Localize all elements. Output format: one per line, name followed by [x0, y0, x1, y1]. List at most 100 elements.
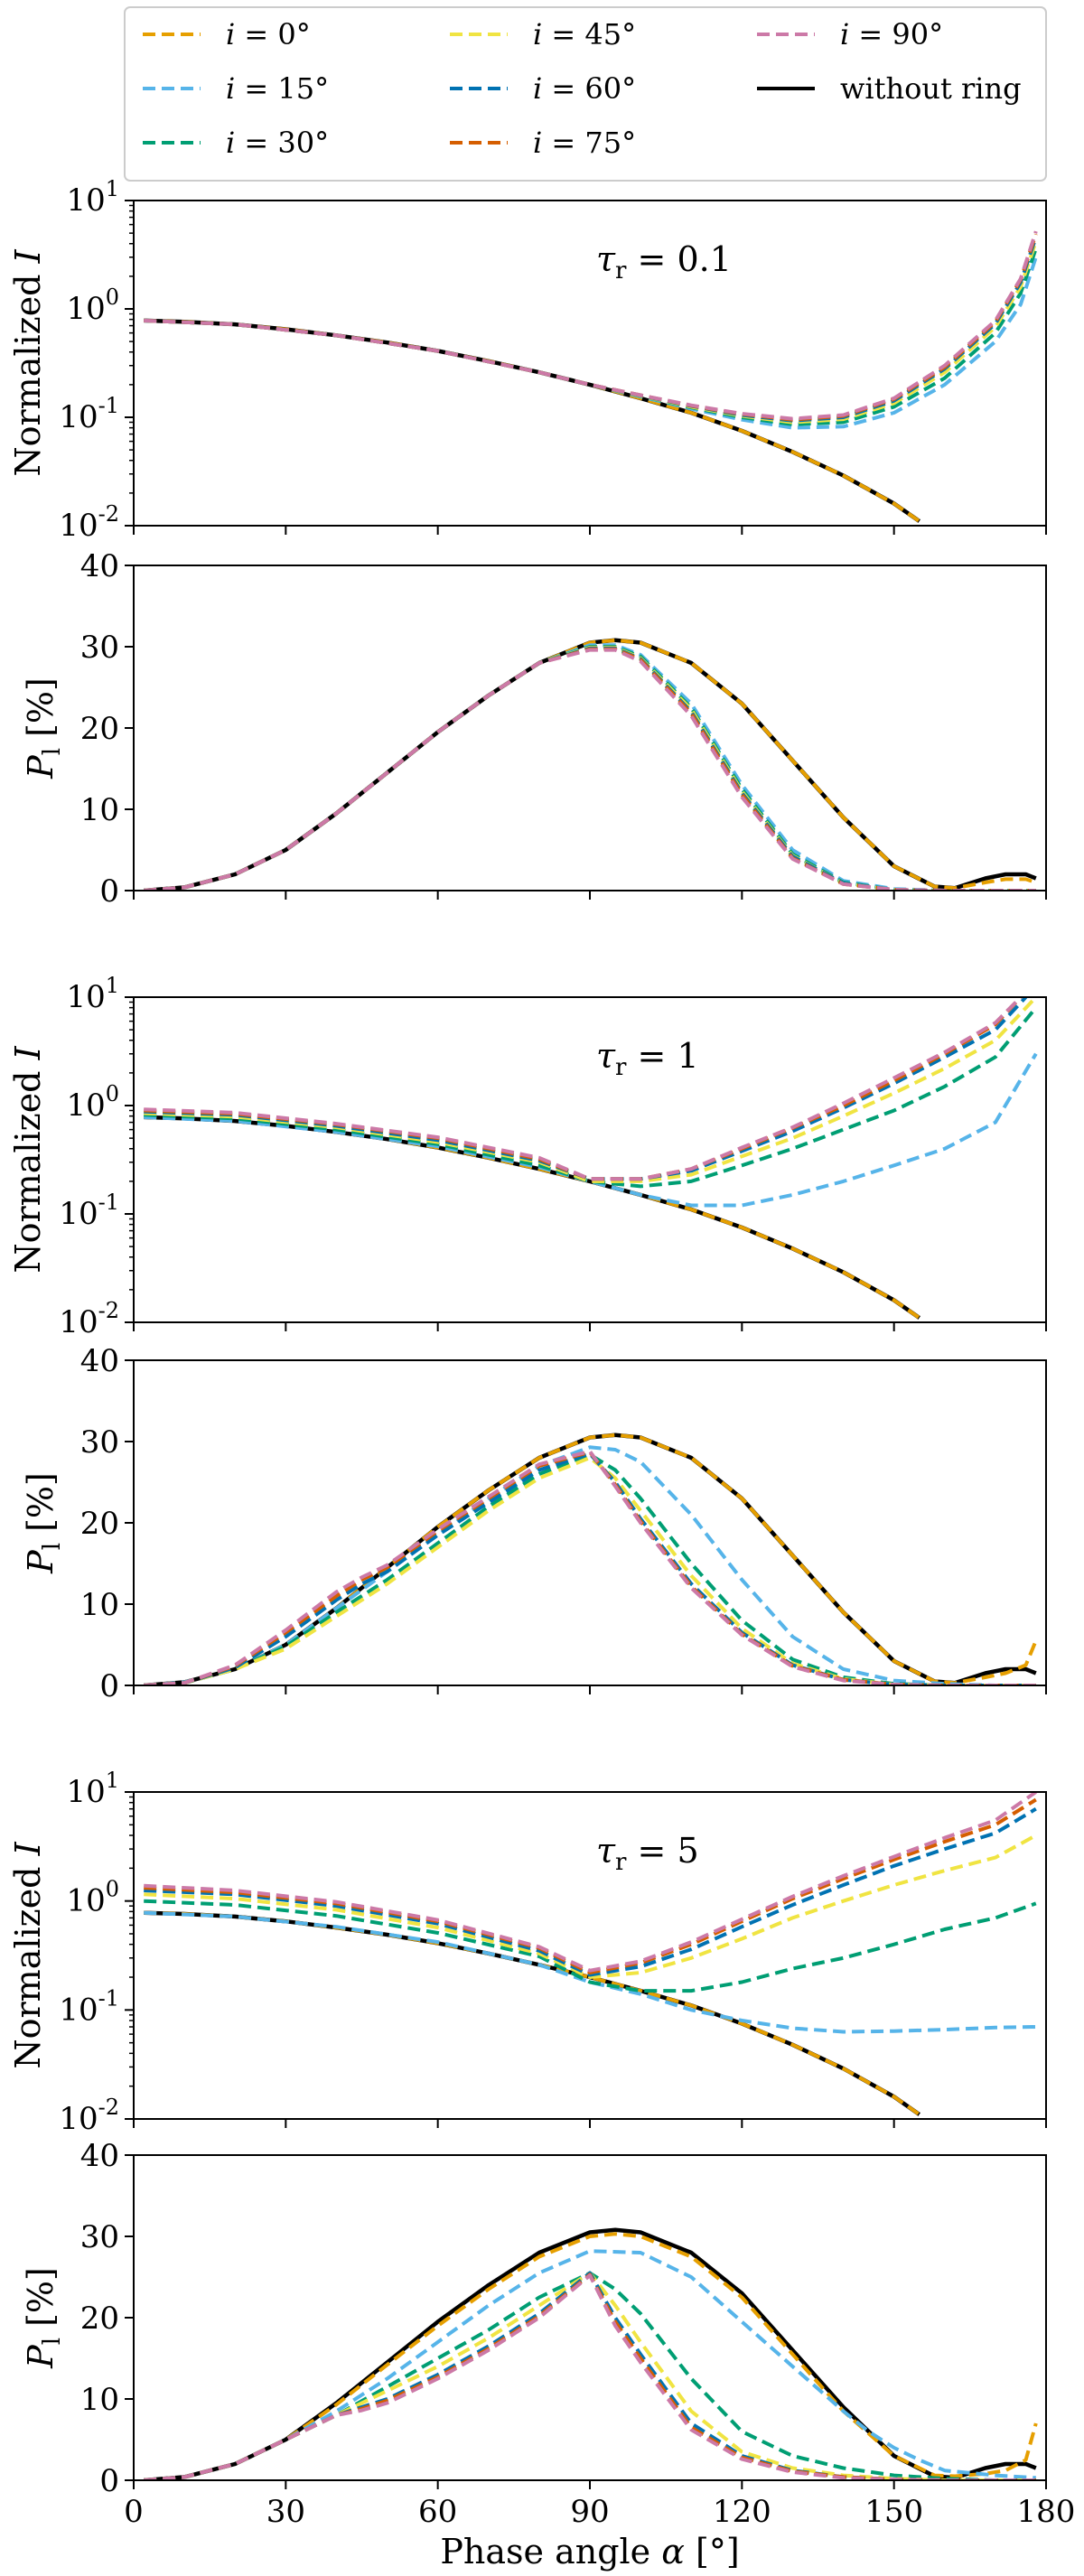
tau-symbol: τ [596, 239, 616, 279]
plot-frame [133, 2154, 1047, 2481]
legend-label-0: i = 0° [226, 17, 311, 51]
y-tick-label: 0 [99, 2463, 119, 2499]
legend-var: i [533, 126, 542, 160]
legend-label-6: i = 90° [840, 17, 943, 51]
series-line [144, 1115, 920, 1320]
y-tick-label: 10-1 [59, 393, 119, 435]
y-tick-label: 10 [80, 2382, 119, 2418]
series-line [144, 997, 1028, 1181]
x-tick-label: 90 [570, 2494, 609, 2530]
y-tick-label: 10-1 [59, 1985, 119, 2028]
y-axis-label: Pl [%] [21, 1472, 66, 1574]
series-line [144, 2232, 1038, 2480]
tau-value: = 0.1 [626, 239, 731, 279]
plot-frame [133, 1359, 1047, 1686]
series-line [144, 2273, 1036, 2480]
series-line [144, 1052, 1038, 1208]
x-tick-label: 120 [713, 2494, 771, 2530]
y-tick-label: 100 [66, 1877, 119, 1919]
plot-frame [133, 200, 1047, 527]
panel-series [144, 2227, 1038, 2480]
y-tick-exponent: -2 [98, 1298, 119, 1323]
tau-subscript: r [615, 257, 627, 285]
y-tick-base: 10 [66, 1087, 105, 1124]
y-axis-label-var: P [21, 754, 61, 779]
series-line [144, 247, 1038, 426]
panel-2: 0 10 20 30 40 Pl [%] [21, 548, 1047, 910]
y-tick-label: 10 [80, 1587, 119, 1623]
y-tick-label: 20 [80, 2301, 119, 2337]
y-tick-base: 10 [59, 1304, 98, 1340]
legend-var: i [226, 71, 235, 106]
y-tick-label: 100 [66, 285, 119, 327]
y-axis-label-unit: [%] [21, 2267, 61, 2338]
panel-series [144, 1433, 1038, 1685]
y-tick-label: 0 [99, 1668, 119, 1704]
series-line [144, 1115, 920, 1320]
y-axis-label: Normalized I [8, 248, 48, 476]
legend-label-1: i = 15° [226, 71, 329, 106]
y-tick-base: 10 [66, 1883, 105, 1919]
y-tick-label: 10-2 [59, 2095, 119, 2137]
x-tick-label: 0 [124, 2494, 144, 2530]
y-tick-exponent: 1 [106, 973, 119, 998]
y-tick-label: 0 [99, 873, 119, 910]
tau-value: = 1 [626, 1036, 698, 1076]
y-tick-label: 30 [80, 630, 119, 666]
y-tick-exponent: 0 [106, 285, 119, 310]
y-axis-label-text: Normalized [8, 263, 48, 476]
series-line [144, 997, 1023, 1181]
series-line [144, 997, 1023, 1181]
x-tick-label: 60 [418, 2494, 457, 2530]
y-axis-label-var: I [8, 248, 48, 264]
y-tick-label: 101 [66, 973, 119, 1015]
legend-label-4: i = 60° [533, 71, 636, 106]
y-axis-label-text: Normalized [8, 1059, 48, 1273]
tau-symbol: τ [596, 1831, 616, 1871]
y-axis-label-sub: l [39, 1543, 66, 1550]
x-tick-label: 180 [1017, 2494, 1076, 2530]
tau-value: = 5 [626, 1831, 698, 1871]
series-line [144, 2249, 1036, 2480]
y-tick-exponent: 0 [106, 1877, 119, 1902]
legend-var: i [840, 17, 849, 51]
y-tick-base: 10 [59, 399, 98, 435]
x-axis-label-var: α [661, 2532, 685, 2571]
y-tick-base: 10 [66, 291, 105, 327]
y-tick-label: 10-2 [59, 501, 119, 544]
tau-subscript: r [615, 1849, 627, 1876]
legend-text: = 75° [542, 126, 636, 160]
y-axis-label-unit: [%] [21, 1472, 61, 1543]
x-axis-label-text: Phase angle [440, 2532, 661, 2571]
series-line [144, 1449, 1036, 1685]
y-tick-label: 20 [80, 711, 119, 747]
y-tick-label: 100 [66, 1081, 119, 1124]
series-line [144, 1456, 1036, 1685]
tau-symbol: τ [596, 1036, 616, 1076]
series-line [144, 2273, 1036, 2480]
y-tick-base: 10 [66, 979, 105, 1015]
y-tick-label: 40 [80, 2138, 119, 2174]
tau-annotation: τr = 5 [596, 1831, 699, 1876]
series-line [144, 1806, 1037, 1977]
series-line [144, 2271, 1036, 2480]
y-axis-label: Pl [%] [21, 677, 66, 779]
legend-text: = 0° [235, 17, 311, 51]
y-axis-label-sub: l [39, 2338, 66, 2345]
y-axis-label: Normalized I [8, 1045, 48, 1273]
series-line [144, 1910, 920, 2116]
tau-annotation: τr = 1 [596, 1036, 699, 1081]
legend-var: i [226, 126, 235, 160]
y-tick-exponent: -1 [98, 393, 119, 418]
legend-text: = 30° [235, 126, 329, 160]
y-tick-exponent: -1 [98, 1190, 119, 1215]
series-line [144, 2271, 1036, 2480]
series-line [144, 257, 1038, 430]
y-tick-label: 40 [80, 1343, 119, 1379]
series-line [144, 1834, 1037, 1979]
y-tick-label: 10 [80, 792, 119, 828]
legend-label-7: without ring [840, 71, 1022, 106]
y-tick-base: 10 [59, 508, 98, 544]
y-tick-label: 40 [80, 548, 119, 584]
